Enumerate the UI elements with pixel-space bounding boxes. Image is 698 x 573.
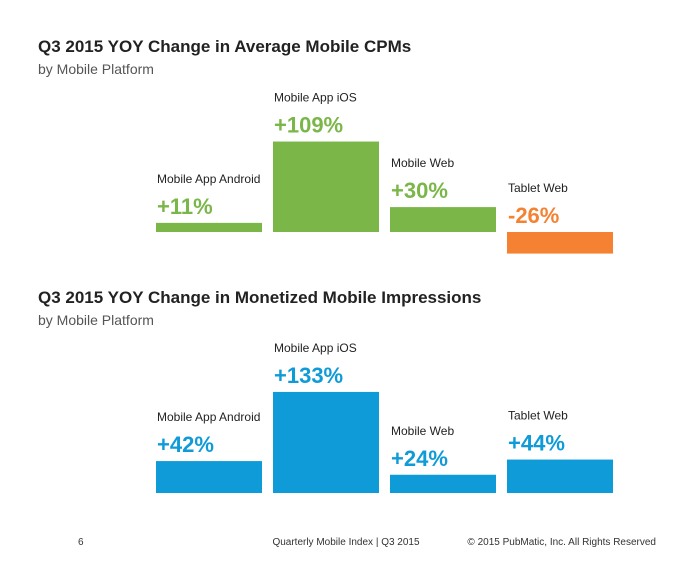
value-label: +133%	[274, 363, 343, 388]
bar	[156, 222, 262, 232]
page-number: 6	[78, 537, 84, 548]
category-label: Mobile App iOS	[274, 341, 357, 355]
bar	[156, 461, 262, 493]
category-label: Mobile App Android	[157, 172, 260, 186]
footer-center: Quarterly Mobile Index | Q3 2015	[272, 537, 420, 548]
value-label: +24%	[391, 446, 448, 471]
category-label: Tablet Web	[508, 409, 568, 423]
value-label: +109%	[274, 113, 343, 138]
category-label: Mobile Web	[391, 156, 454, 170]
value-label: +42%	[157, 432, 214, 457]
value-label: -26%	[508, 203, 559, 228]
category-label: Mobile App iOS	[274, 91, 357, 105]
category-label: Mobile App Android	[157, 410, 260, 424]
chart-subtitle: by Mobile Platform	[38, 61, 154, 77]
bar	[390, 474, 496, 493]
footer-right: © 2015 PubMatic, Inc. All Rights Reserve…	[467, 537, 656, 548]
chart-title: Q3 2015 YOY Change in Average Mobile CPM…	[38, 37, 411, 56]
bar	[390, 207, 496, 232]
bar	[273, 141, 379, 232]
category-label: Tablet Web	[508, 181, 568, 195]
value-label: +44%	[508, 431, 565, 456]
chart-title: Q3 2015 YOY Change in Monetized Mobile I…	[38, 288, 481, 307]
category-label: Mobile Web	[391, 424, 454, 438]
bar	[273, 391, 379, 493]
bar	[507, 232, 613, 254]
value-label: +30%	[391, 178, 448, 203]
bar	[507, 459, 613, 493]
chart-subtitle: by Mobile Platform	[38, 312, 154, 328]
value-label: +11%	[157, 194, 213, 219]
